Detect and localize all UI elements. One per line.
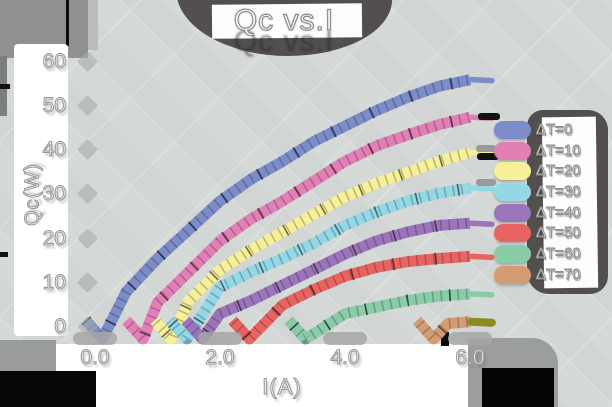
legend-swatch-ΔT=0 xyxy=(494,121,531,139)
series-endcap-ΔT=30 xyxy=(468,185,495,192)
legend-label-ΔT=70: ΔT=70 xyxy=(536,266,582,284)
y-tick-label: 10 xyxy=(42,270,66,294)
artifact-cap-bar-4 xyxy=(476,179,496,186)
artifact-axis-mark xyxy=(441,332,449,346)
series-endcap-ΔT=0 xyxy=(468,76,495,84)
x-tick-label: 6.0 xyxy=(455,345,485,369)
legend-label-ΔT=0: ΔT=0 xyxy=(536,121,573,139)
series-endcap-ΔT=40 xyxy=(468,220,495,227)
legend-swatch-ΔT=10 xyxy=(494,142,531,160)
legend-swatch-ΔT=20 xyxy=(494,162,531,180)
corner-shade-bottom-right xyxy=(482,368,554,407)
artifact-left-mark-1 xyxy=(0,84,10,89)
legend-swatch-ΔT=30 xyxy=(494,183,531,201)
y-tick-label: 0 xyxy=(54,314,67,338)
chart-title: Qc vs.I xyxy=(233,3,335,37)
series-endcap-ΔT=70 xyxy=(467,317,496,327)
y-tick-label: 40 xyxy=(42,138,66,162)
corner-shade-top-left-fade xyxy=(88,0,98,50)
x-axis-title: I(A) xyxy=(262,373,302,399)
legend-label-ΔT=10: ΔT=10 xyxy=(536,142,582,160)
x-tick-bump xyxy=(198,332,242,345)
legend-label-ΔT=50: ΔT=50 xyxy=(536,224,582,242)
artifact-cap-bar-2 xyxy=(476,145,496,152)
corner-shade-bottom-left xyxy=(0,371,96,407)
series-line-ΔT=20 xyxy=(149,146,472,345)
x-axis-label-backdrop xyxy=(56,344,506,407)
legend-label-ΔT=60: ΔT=60 xyxy=(536,245,582,263)
series-line-ΔT=60 xyxy=(284,288,471,345)
series-line-ΔT=0 xyxy=(81,73,472,345)
series-line-ΔT=50 xyxy=(228,250,471,345)
x-tick-bump xyxy=(73,332,117,345)
legend-swatch-ΔT=50 xyxy=(494,224,531,242)
series-endcap-ΔT=60 xyxy=(468,291,495,298)
y-tick-label: 30 xyxy=(42,182,66,206)
x-tick-bump xyxy=(448,332,492,345)
artifact-vertical-line xyxy=(66,0,69,46)
legend-label-ΔT=30: ΔT=30 xyxy=(536,183,582,201)
x-tick-label: 0.0 xyxy=(80,345,110,369)
series-line-ΔT=30 xyxy=(165,182,471,345)
series-endcap-ΔT=50 xyxy=(468,253,495,261)
x-tick-label: 2.0 xyxy=(205,345,235,369)
artifact-cap-bar-1 xyxy=(478,113,500,120)
x-tick-bump xyxy=(323,332,367,345)
legend-swatch-ΔT=60 xyxy=(494,245,531,263)
series-line-ΔT=10 xyxy=(122,111,472,345)
y-tick-label: 20 xyxy=(42,226,66,250)
legend-label-ΔT=20: ΔT=20 xyxy=(536,162,582,180)
legend-swatch-ΔT=40 xyxy=(494,204,531,222)
series-line-ΔT=70 xyxy=(412,316,471,345)
series-line-ΔT=60 xyxy=(284,288,471,345)
legend-swatch-ΔT=70 xyxy=(494,266,531,284)
series-line-ΔT=40 xyxy=(181,217,471,345)
artifact-left-mark-2 xyxy=(0,252,8,257)
artifact-cap-bar-3 xyxy=(477,153,499,160)
corner-shade-bottom-left-gray xyxy=(0,340,56,374)
y-tick-label: 50 xyxy=(42,94,66,118)
series-line-ΔT=40 xyxy=(181,217,471,345)
legend-label-ΔT=40: ΔT=40 xyxy=(536,204,582,222)
x-tick-label: 4.0 xyxy=(330,345,360,369)
y-axis-label-backdrop xyxy=(14,44,68,336)
y-tick-label: 60 xyxy=(42,49,66,73)
